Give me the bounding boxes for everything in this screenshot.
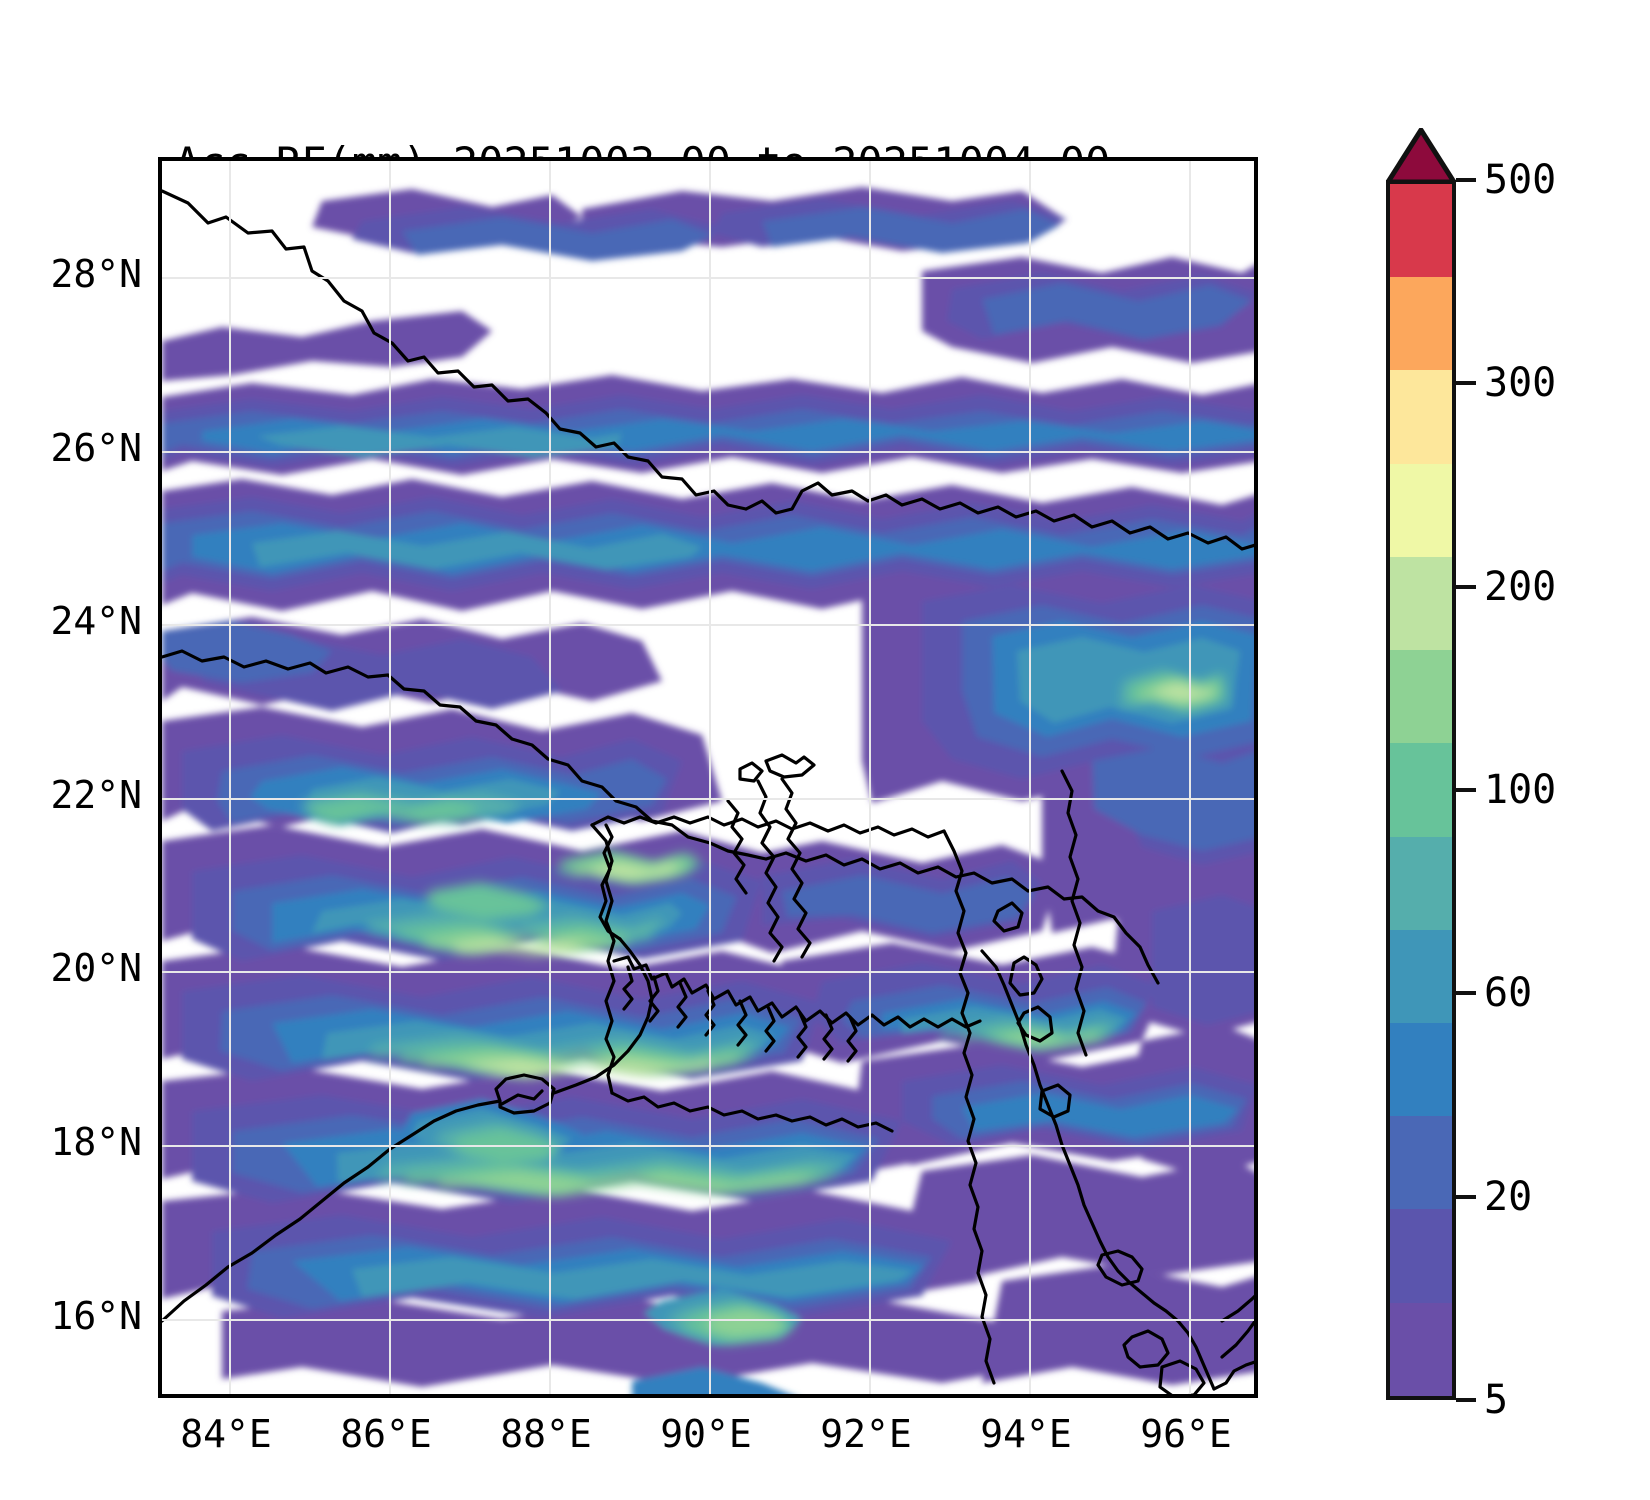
gridline-vertical — [229, 161, 231, 1394]
colorbar-tick-mark — [1456, 991, 1476, 996]
colorbar-tick-label: 60 — [1484, 970, 1533, 1017]
gridline-vertical — [1029, 161, 1031, 1394]
colorbar-band — [1390, 556, 1452, 651]
colorbar-tick-label: 300 — [1484, 360, 1557, 407]
y-axis-tick-label: 28°N — [50, 252, 142, 297]
x-axis-tick-label: 92°E — [820, 1412, 912, 1456]
colorbar-tick-label: 20 — [1484, 1173, 1533, 1220]
colorbar-tick-label: 100 — [1484, 767, 1557, 813]
colorbar-band — [1390, 929, 1452, 1023]
gridline-horizontal — [162, 1318, 1254, 1321]
colorbar[interactable] — [1386, 128, 1456, 1400]
colorbar-extend-arrow — [1386, 128, 1456, 184]
colorbar-tick-mark — [1456, 381, 1476, 386]
rainfall-contour-map — [162, 187, 1254, 1394]
y-axis-tick-label: 26°N — [50, 425, 142, 470]
colorbar-band — [1390, 370, 1452, 464]
y-axis-tick-label: 20°N — [50, 946, 142, 991]
colorbar-gradient — [1386, 180, 1456, 1400]
x-axis-tick-label: 90°E — [660, 1412, 752, 1456]
gridline-vertical — [549, 161, 551, 1394]
gridline-vertical — [869, 161, 871, 1394]
colorbar-tick-label: 200 — [1484, 563, 1557, 610]
map-plot-area[interactable] — [158, 157, 1258, 1398]
colorbar-band — [1390, 463, 1452, 557]
colorbar-tick-mark — [1456, 788, 1476, 792]
colorbar-band — [1390, 1116, 1452, 1210]
gridline-horizontal — [162, 797, 1254, 800]
colorbar-tick-label: 5 — [1484, 1377, 1509, 1423]
colorbar-band — [1390, 277, 1452, 371]
colorbar-tick-mark — [1456, 178, 1476, 182]
colorbar-tick-mark — [1456, 584, 1476, 589]
y-axis-tick-label: 18°N — [50, 1119, 142, 1164]
colorbar-tick-mark — [1456, 1398, 1476, 1402]
x-axis-tick-label: 88°E — [500, 1412, 592, 1456]
colorbar-band — [1390, 1302, 1452, 1396]
gridline-horizontal — [162, 450, 1254, 453]
colorbar-tick-mark — [1456, 1194, 1476, 1199]
colorbar-band — [1390, 650, 1452, 744]
y-axis-tick-label: 16°N — [50, 1293, 142, 1338]
gridline-vertical — [389, 161, 391, 1394]
gridline-horizontal — [162, 1144, 1254, 1147]
colorbar-band — [1390, 184, 1452, 278]
x-axis-tick-label: 94°E — [980, 1412, 1072, 1456]
x-axis-tick-label: 96°E — [1140, 1412, 1232, 1456]
colorbar-band — [1390, 1022, 1452, 1117]
map-canvas — [162, 161, 1254, 1394]
y-axis-tick-label: 22°N — [50, 772, 142, 817]
colorbar-band — [1390, 836, 1452, 930]
colorbar-band — [1390, 1209, 1452, 1303]
colorbar-tick-label: 500 — [1484, 157, 1557, 203]
gridline-horizontal — [162, 971, 1254, 974]
gridline-horizontal — [162, 624, 1254, 627]
x-axis-tick-label: 84°E — [180, 1412, 272, 1456]
y-axis-tick-label: 24°N — [50, 599, 142, 644]
gridline-vertical — [1189, 161, 1191, 1394]
colorbar-band — [1390, 743, 1452, 837]
gridline-vertical — [709, 161, 711, 1394]
x-axis-tick-label: 86°E — [340, 1412, 432, 1456]
gridline-horizontal — [162, 277, 1254, 280]
